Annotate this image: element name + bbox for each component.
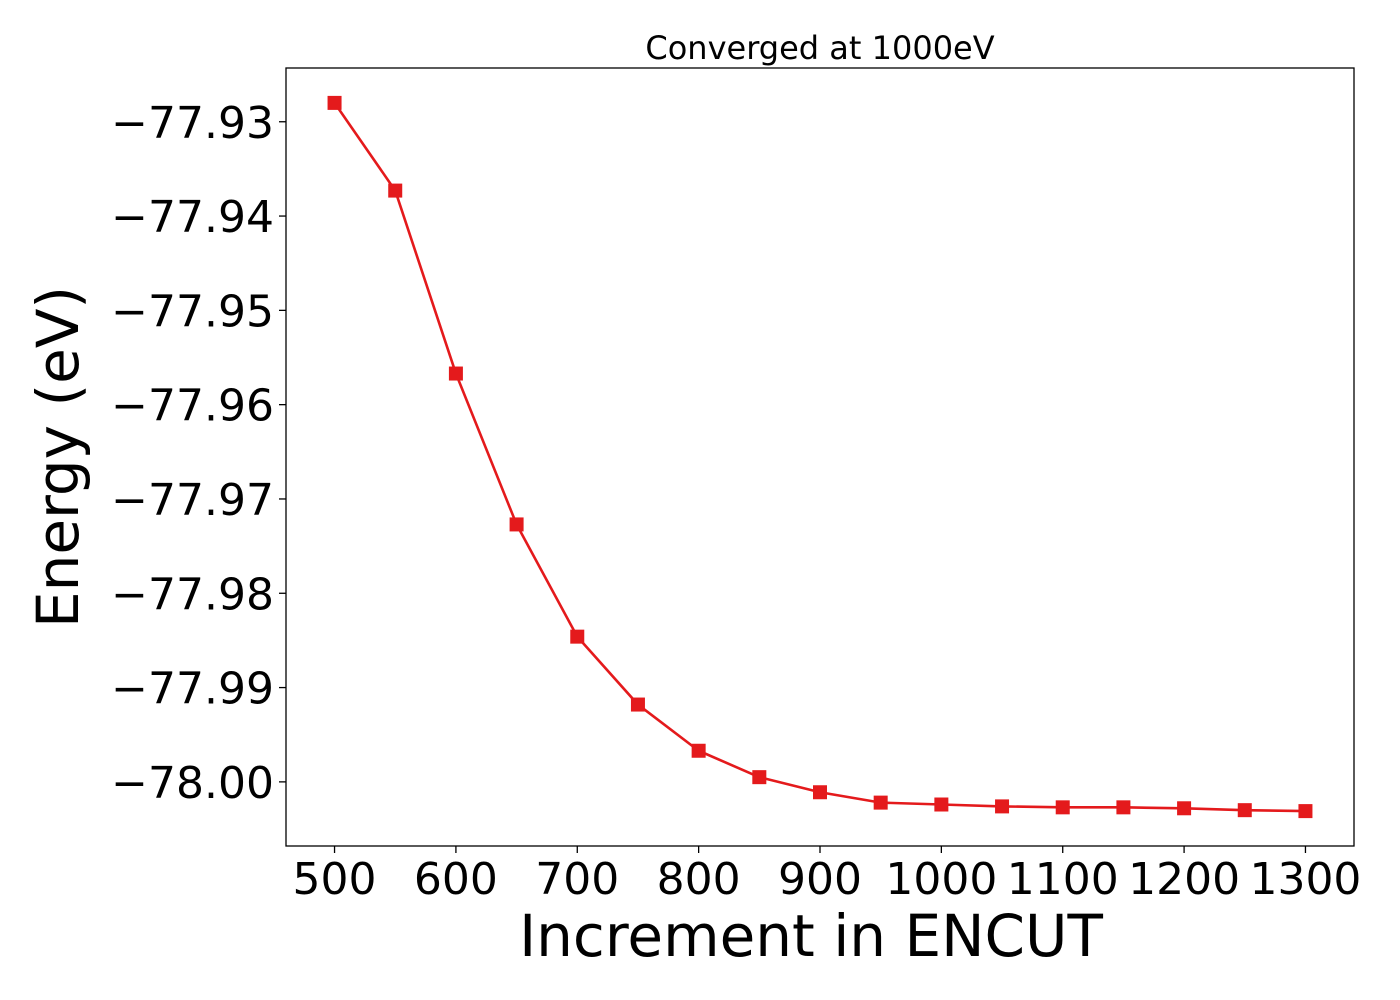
x-tick-label: 500 — [293, 854, 377, 905]
data-point-marker — [448, 366, 463, 381]
data-point-marker — [388, 183, 403, 198]
x-tick-label: 800 — [657, 854, 741, 905]
y-tick-label: −77.97 — [111, 475, 274, 526]
x-tick-label: 1300 — [1249, 854, 1361, 905]
x-tick-label: 900 — [778, 854, 862, 905]
y-tick-label: −77.93 — [111, 98, 274, 149]
data-point-marker — [873, 795, 888, 810]
data-point-marker — [934, 797, 949, 812]
data-point-marker — [995, 799, 1010, 814]
data-point-marker — [630, 697, 645, 712]
x-tick-label: 1000 — [885, 854, 997, 905]
y-tick-label: −77.98 — [111, 569, 274, 620]
x-tick-label: 1100 — [1007, 854, 1119, 905]
x-tick-label: 700 — [535, 854, 619, 905]
y-tick-label: −77.96 — [111, 381, 274, 432]
data-point-marker — [327, 95, 342, 110]
data-point-marker — [691, 743, 706, 758]
data-point-marker — [1237, 803, 1252, 818]
data-point-marker — [813, 785, 827, 800]
y-tick-label: −78.00 — [111, 758, 274, 809]
data-point-marker — [570, 629, 585, 644]
y-axis: −77.93 −77.94 −77.95 −77.96 −77.97 −77.98 −77.… — [111, 98, 286, 809]
data-point-marker — [509, 517, 524, 532]
x-axis-title: Increment in ENCUT — [519, 902, 1103, 970]
x-tick-label: 1200 — [1128, 854, 1240, 905]
x-axis: 500 600 700 800 900 1000 1100 1200 1300 — [293, 846, 1361, 905]
data-point-marker — [1116, 800, 1131, 815]
data-point-marker — [752, 770, 767, 785]
y-axis-title: Energy (eV) — [24, 286, 92, 628]
data-point-marker — [1055, 800, 1070, 815]
data-point-marker — [1298, 804, 1313, 819]
y-tick-label: −77.95 — [111, 286, 274, 337]
data-point-marker — [1177, 801, 1192, 816]
y-tick-label: −77.94 — [111, 192, 274, 243]
chart-title: Converged at 1000eV — [645, 29, 994, 67]
y-tick-label: −77.99 — [111, 664, 274, 715]
x-tick-label: 600 — [414, 854, 498, 905]
